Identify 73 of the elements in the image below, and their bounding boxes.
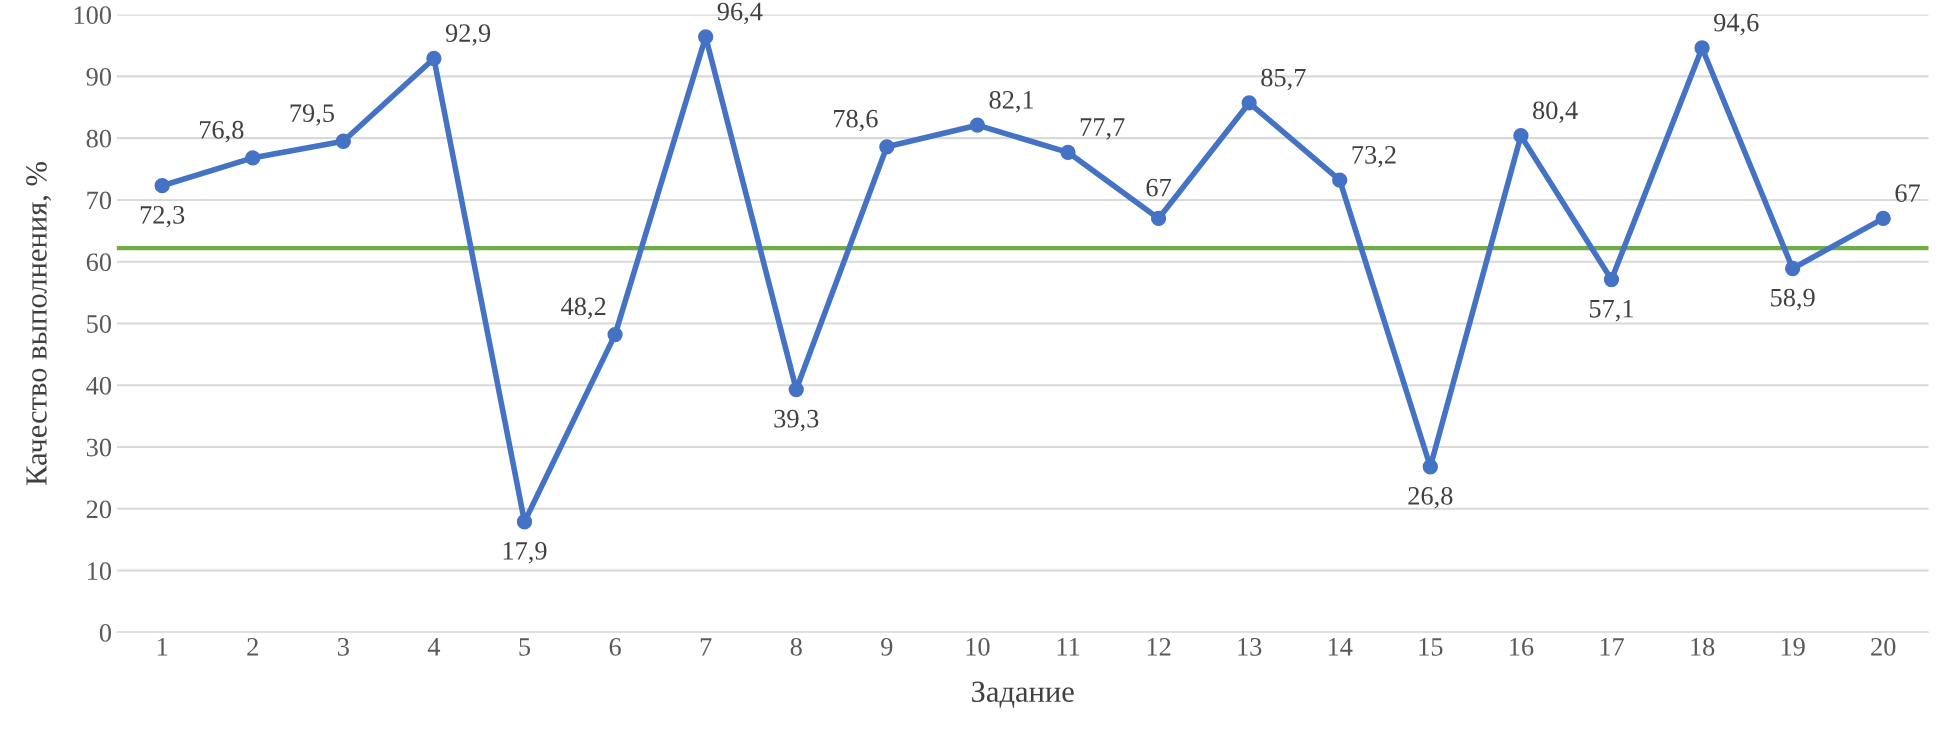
y-tick-label: 70 — [87, 191, 112, 210]
point — [1332, 172, 1348, 188]
y-tick-label: 0 — [99, 623, 112, 642]
data-label: 94,6 — [1714, 13, 1759, 36]
x-tick-label: 8 — [790, 637, 802, 656]
point — [426, 50, 442, 67]
x-tick-label: 12 — [1147, 638, 1171, 656]
data-label: 78,6 — [834, 109, 878, 132]
data-label: 82,1 — [989, 90, 1034, 113]
x-tick-label: 6 — [609, 638, 621, 656]
point — [1150, 210, 1167, 227]
point — [788, 381, 804, 398]
point — [1785, 260, 1801, 277]
data-label: 58,9 — [1771, 288, 1815, 311]
data-label: 48,2 — [561, 297, 606, 320]
data-label: 17,9 — [503, 542, 547, 564]
x-tick-label: 1 — [157, 638, 168, 656]
data-label: 67 — [1146, 178, 1172, 197]
point — [879, 139, 895, 155]
x-tick-label: 20 — [1871, 637, 1896, 656]
y-tick-label: 40 — [86, 376, 112, 395]
y-tick-label: 50 — [87, 315, 112, 333]
x-tick-label: 7 — [700, 638, 712, 656]
point — [1875, 210, 1891, 227]
data-label: 72,3 — [140, 206, 185, 228]
point — [607, 326, 623, 343]
y-tick-label: 90 — [86, 68, 112, 86]
data-label: 80,4 — [1533, 101, 1578, 124]
x-tick-label: 17 — [1600, 638, 1624, 656]
point — [1513, 128, 1529, 144]
x-tick-label: 11 — [1057, 638, 1080, 656]
data-label: 39,3 — [774, 409, 819, 432]
x-tick-label: 5 — [519, 638, 531, 656]
point — [1241, 95, 1257, 111]
x-tick-label: 14 — [1328, 638, 1353, 656]
y-tick-label: 60 — [86, 253, 112, 272]
point — [1422, 459, 1438, 475]
x-tick-label: 13 — [1238, 638, 1262, 656]
x-tick-label: 18 — [1691, 637, 1715, 656]
data-label: 73,2 — [1352, 145, 1396, 168]
point — [516, 514, 533, 530]
point — [245, 150, 261, 166]
point — [698, 29, 714, 45]
x-tick-label: 19 — [1781, 638, 1805, 656]
x-tick-label: 16 — [1510, 638, 1534, 656]
x-tick-label: 15 — [1419, 638, 1443, 656]
data-label: 96,4 — [717, 2, 763, 25]
point — [1694, 40, 1710, 56]
data-label: 85,7 — [1261, 68, 1306, 91]
y-tick-label: 10 — [87, 562, 112, 580]
y-tick-label: 30 — [86, 438, 112, 457]
x-tick-label: 2 — [247, 638, 258, 656]
data-label: 92,9 — [445, 24, 491, 46]
x-tick-label: 9 — [881, 638, 893, 656]
point — [1060, 144, 1076, 161]
data-label: 57,1 — [1589, 299, 1633, 322]
y-tick-label: 80 — [86, 129, 112, 148]
x-tick-label: 4 — [427, 638, 441, 656]
data-label: 79,5 — [290, 104, 334, 126]
y-tick-label: 20 — [86, 500, 112, 519]
y-tick-label: 100 — [74, 6, 112, 25]
y-axis-title: Качество выполнения, % — [26, 162, 52, 486]
point — [1603, 271, 1620, 288]
x-tick-label: 3 — [338, 638, 349, 656]
x-axis-title: Задание — [972, 681, 1074, 708]
data-label: 76,8 — [199, 120, 244, 143]
data-label: 26,8 — [1408, 486, 1453, 509]
point — [969, 117, 986, 133]
point — [335, 133, 351, 149]
point — [154, 178, 170, 194]
x-tick-label: 10 — [966, 637, 990, 656]
data-label: 77,7 — [1080, 118, 1125, 140]
data-label: 67 — [1895, 184, 1920, 202]
